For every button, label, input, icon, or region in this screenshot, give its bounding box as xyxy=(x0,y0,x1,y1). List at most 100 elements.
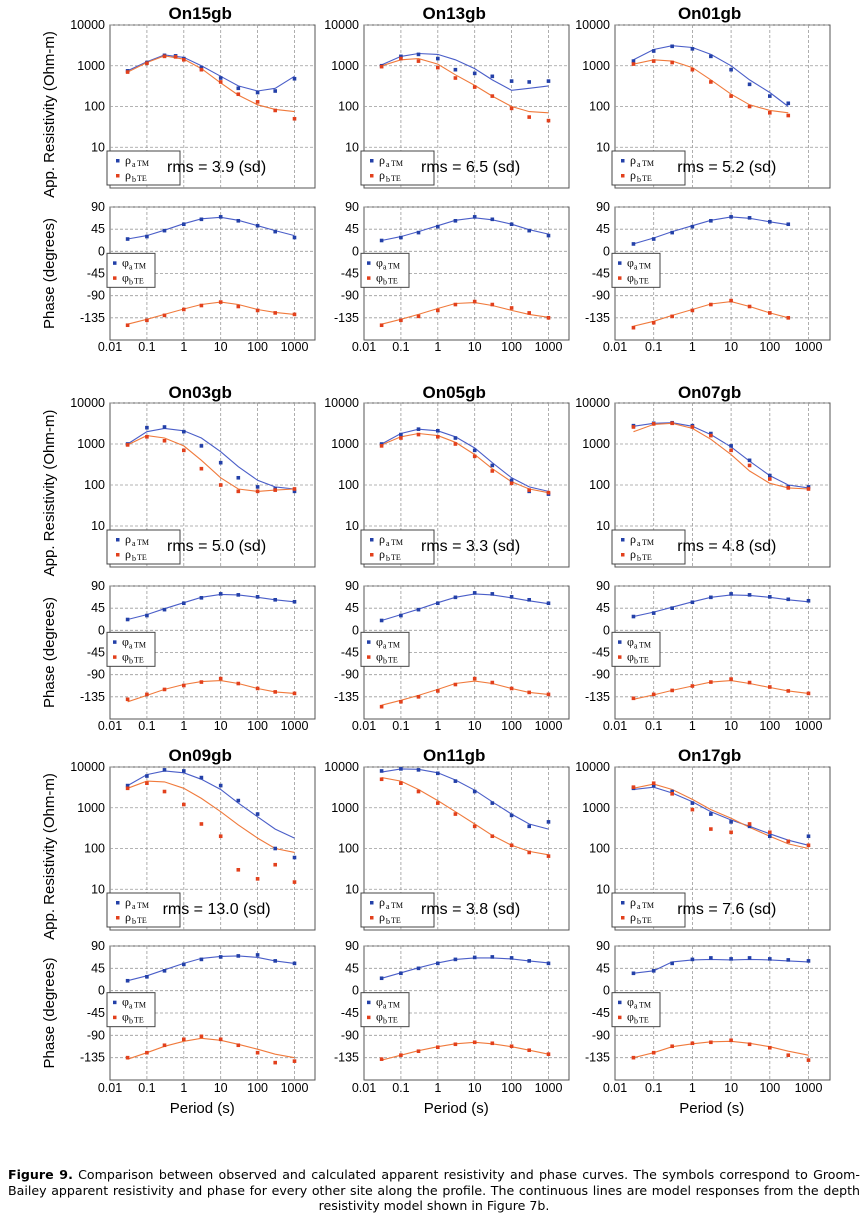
te-res-point xyxy=(729,448,733,453)
te-phase-model-line xyxy=(127,1037,295,1060)
res-tick-label: 10000 xyxy=(575,396,610,410)
tm-res-point xyxy=(218,783,223,788)
phase-tick-label: -45 xyxy=(592,267,610,281)
te-res-point xyxy=(690,425,695,429)
figure-caption: Figure 9. Comparison between observed an… xyxy=(8,1167,860,1214)
rms-label: rms = 6.5 (sd) xyxy=(421,159,520,176)
legend-symbol: φ xyxy=(122,995,129,1009)
panel-on07gb: On07gb 10000 1000 100 10 90 45 0 -45 -90 -135 0.01 0… xyxy=(575,383,831,733)
te-phase-point xyxy=(236,304,241,309)
phase-legend xyxy=(360,252,410,288)
phase-tick-label: -45 xyxy=(87,646,105,660)
legend-te-marker xyxy=(621,553,625,557)
te-res-point xyxy=(255,877,260,881)
tm-phase-point xyxy=(670,961,674,966)
res-tick-label: 1000 xyxy=(77,59,105,73)
legend-subscript: b xyxy=(637,917,641,926)
phase-tick-label: 45 xyxy=(345,961,359,975)
tm-phase-point xyxy=(651,237,656,241)
res-tick-label: 1000 xyxy=(582,437,610,451)
te-res-point xyxy=(292,487,297,491)
legend-mode: TE xyxy=(642,553,652,562)
tm-res-model-line xyxy=(633,786,809,846)
legend-mode: TE xyxy=(391,553,401,562)
te-phase-point xyxy=(218,300,223,304)
tm-phase-model-line xyxy=(381,957,549,979)
tm-res-point xyxy=(527,80,532,84)
te-phase-point xyxy=(199,680,204,684)
phase-tick-label: -90 xyxy=(592,1028,610,1042)
phase-tick-label: -45 xyxy=(341,646,359,660)
te-phase-point xyxy=(670,688,674,693)
te-phase-point xyxy=(125,323,130,328)
te-res-point xyxy=(379,64,384,69)
te-res-model-line xyxy=(381,432,549,494)
legend-tm-marker xyxy=(370,901,374,905)
tm-phase-point xyxy=(527,228,532,233)
tm-res-point xyxy=(162,425,167,429)
res-tick-label: 1000 xyxy=(331,801,359,815)
legend-mode: TM xyxy=(642,538,654,547)
tm-phase-point xyxy=(436,961,440,966)
legend-te-marker xyxy=(116,174,120,178)
tm-res-point xyxy=(490,74,495,79)
res-legend xyxy=(106,150,181,186)
res-tick-label: 10 xyxy=(596,882,610,896)
legend-symbol: ρ xyxy=(125,547,131,561)
phase-tick-label: -90 xyxy=(341,1028,359,1042)
te-res-point xyxy=(236,92,241,97)
te-phase-point xyxy=(509,686,514,691)
x-tick-label: 100 xyxy=(501,1081,522,1095)
legend-te-marker xyxy=(367,276,371,280)
tm-res-point xyxy=(182,769,186,773)
res-legend xyxy=(106,892,181,928)
te-res-model-line xyxy=(127,55,295,113)
res-tick-label: 1000 xyxy=(77,801,105,815)
tm-res-point xyxy=(218,460,223,465)
tm-phase-point xyxy=(236,954,241,958)
legend-te-marker xyxy=(116,916,120,920)
te-phase-model-line xyxy=(381,302,549,325)
tm-phase-point xyxy=(218,592,223,596)
tm-res-point xyxy=(546,79,551,83)
legend-subscript: a xyxy=(634,641,638,650)
te-res-point xyxy=(786,839,791,844)
te-phase-point xyxy=(145,318,149,323)
tm-phase-point xyxy=(546,961,551,966)
tm-phase-point xyxy=(292,599,297,604)
te-phase-model-line xyxy=(381,1041,549,1061)
legend-symbol: φ xyxy=(122,649,129,663)
legend-subscript: b xyxy=(386,554,390,563)
tm-phase-point xyxy=(527,597,532,602)
legend-mode: TM xyxy=(642,901,654,910)
te-res-model-line xyxy=(633,422,809,490)
tm-phase-point xyxy=(125,978,130,983)
res-legend xyxy=(611,892,686,928)
x-tick-label: 0.01 xyxy=(98,719,122,733)
te-res-point xyxy=(690,807,695,812)
legend-mode: TM xyxy=(391,901,403,910)
res-tick-label: 10000 xyxy=(575,760,610,774)
legend-symbol: ρ xyxy=(630,168,636,182)
te-res-point xyxy=(125,70,130,74)
te-res-point xyxy=(199,466,204,471)
legend-mode: TE xyxy=(639,1016,649,1025)
tm-res-point xyxy=(709,54,713,59)
tm-phase-point xyxy=(490,592,495,596)
legend-subscript: b xyxy=(634,656,638,665)
tm-res-point xyxy=(509,79,514,83)
te-phase-point xyxy=(472,676,477,681)
legend-mode: TM xyxy=(137,901,149,910)
legend-subscript: b xyxy=(383,1017,387,1026)
legend-mode: TM xyxy=(642,159,654,168)
x-tick-label: 0.01 xyxy=(352,340,376,354)
te-phase-point xyxy=(453,302,458,307)
x-tick-label: 1000 xyxy=(795,340,823,354)
te-res-point xyxy=(182,57,186,62)
legend-symbol: φ xyxy=(627,634,634,648)
panel-title: On17gb xyxy=(678,746,741,765)
phase-tick-label: -45 xyxy=(341,1006,359,1020)
legend-tm-marker xyxy=(367,640,371,644)
tm-phase-point xyxy=(416,230,421,235)
te-res-point xyxy=(806,487,811,491)
